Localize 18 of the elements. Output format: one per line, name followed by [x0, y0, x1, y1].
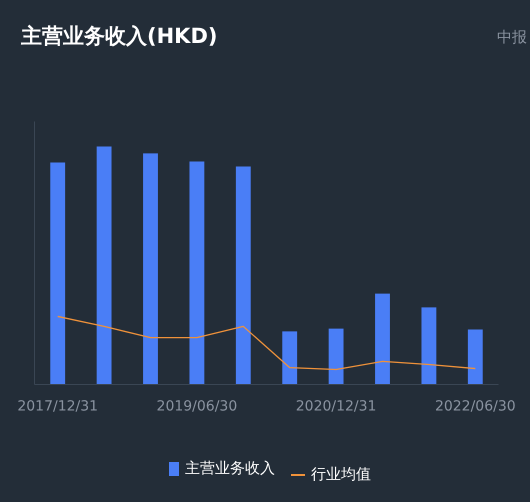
x-tick-label: 2019/06/30: [156, 398, 238, 414]
bar: [143, 153, 158, 384]
bar: [282, 331, 298, 384]
chart-title: 主营业务收入(HKD): [21, 23, 218, 50]
bar: [236, 166, 251, 384]
x-tick-label: 2020/12/31: [296, 398, 376, 414]
x-tick-label: 2017/12/31: [17, 398, 98, 414]
bar: [328, 328, 344, 384]
bar: [189, 161, 204, 384]
legend-label: 主营业务收入: [185, 458, 275, 479]
legend-label: 行业均值: [311, 464, 371, 485]
chart-subtitle: 中报: [497, 27, 527, 48]
bar: [50, 162, 66, 384]
bar: [375, 294, 390, 384]
bar: [421, 307, 436, 384]
x-tick-label: 2022/06/30: [434, 398, 516, 414]
bar: [96, 146, 112, 384]
bar: [468, 330, 483, 384]
